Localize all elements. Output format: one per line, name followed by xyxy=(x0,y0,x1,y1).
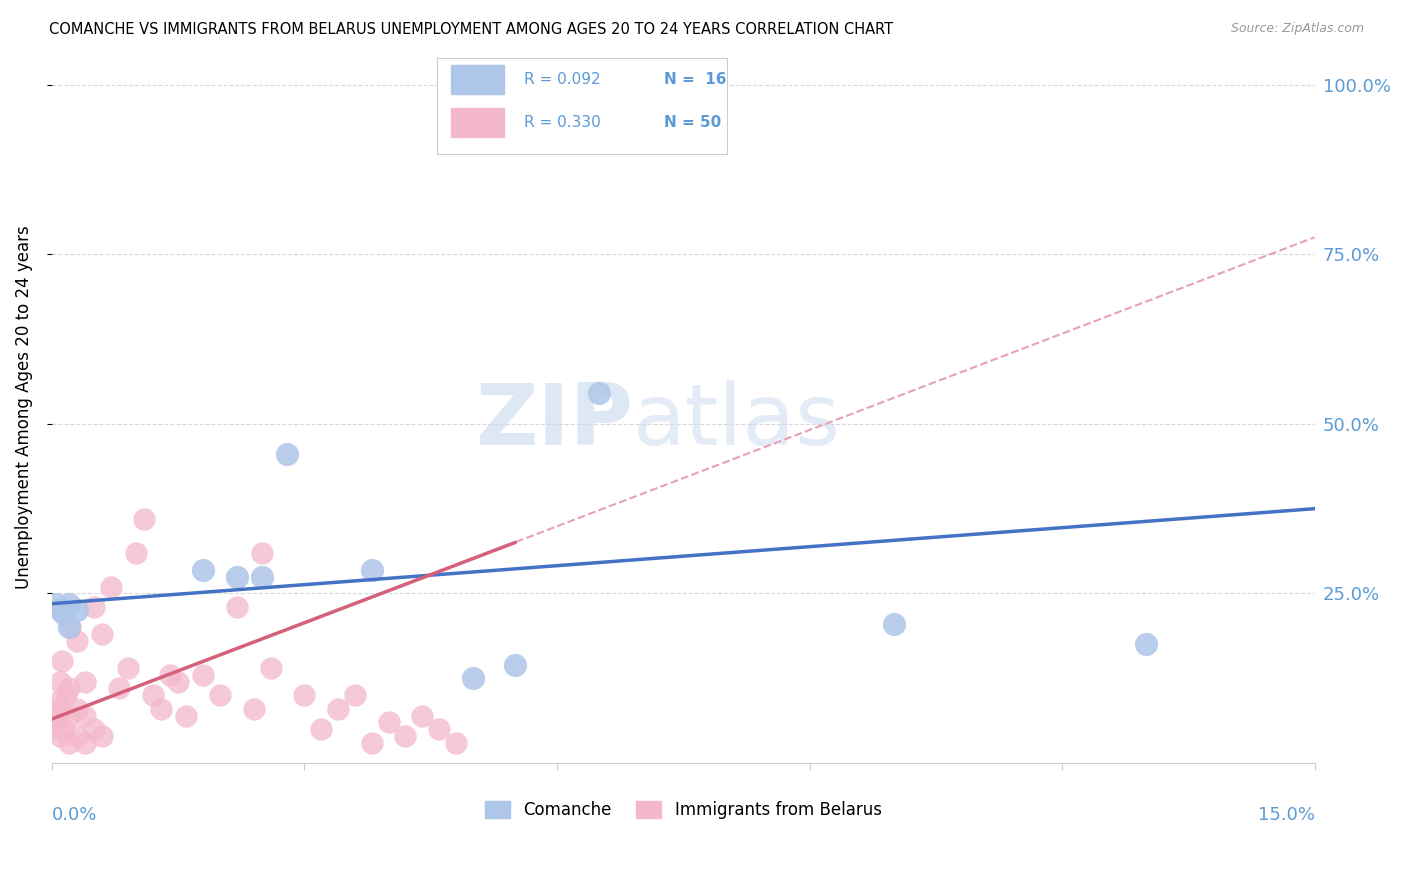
Point xyxy=(91,729,114,743)
Point xyxy=(75,708,97,723)
Point xyxy=(125,546,148,560)
Point xyxy=(44,715,66,730)
Point xyxy=(276,447,298,461)
Point xyxy=(360,563,382,577)
Point xyxy=(75,736,97,750)
Point xyxy=(58,736,80,750)
Text: COMANCHE VS IMMIGRANTS FROM BELARUS UNEMPLOYMENT AMONG AGES 20 TO 24 YEARS CORRE: COMANCHE VS IMMIGRANTS FROM BELARUS UNEM… xyxy=(49,22,893,37)
Text: atlas: atlas xyxy=(633,380,841,463)
Point xyxy=(49,674,72,689)
Point xyxy=(427,722,450,736)
Point xyxy=(377,715,399,730)
Point xyxy=(142,688,165,702)
Point xyxy=(55,688,77,702)
Point xyxy=(58,681,80,696)
Point xyxy=(260,661,283,675)
Point xyxy=(360,736,382,750)
Point xyxy=(394,729,416,743)
Point xyxy=(176,708,198,723)
Point xyxy=(48,708,70,723)
Point xyxy=(134,512,156,526)
Legend: Comanche, Immigrants from Belarus: Comanche, Immigrants from Belarus xyxy=(478,795,889,826)
Point xyxy=(252,546,274,560)
Point xyxy=(58,708,80,723)
Point xyxy=(150,702,173,716)
Point xyxy=(66,702,89,716)
Point xyxy=(292,688,315,702)
Y-axis label: Unemployment Among Ages 20 to 24 years: Unemployment Among Ages 20 to 24 years xyxy=(15,225,32,589)
Point xyxy=(108,681,131,696)
Text: 0.0%: 0.0% xyxy=(52,805,97,824)
Point xyxy=(49,729,72,743)
Point xyxy=(226,569,249,583)
Point xyxy=(49,702,72,716)
Text: 15.0%: 15.0% xyxy=(1257,805,1315,824)
Point xyxy=(51,654,73,668)
Point xyxy=(59,620,82,634)
Point xyxy=(343,688,366,702)
Point xyxy=(1135,637,1157,651)
Point xyxy=(309,722,332,736)
Point xyxy=(159,668,181,682)
Point xyxy=(444,736,467,750)
Point xyxy=(53,607,76,621)
Point xyxy=(66,634,89,648)
Point xyxy=(53,722,76,736)
Point xyxy=(45,695,67,709)
Point xyxy=(503,657,526,672)
Point xyxy=(117,661,139,675)
Point xyxy=(83,600,105,615)
Point xyxy=(252,569,274,583)
Point xyxy=(411,708,433,723)
Text: Source: ZipAtlas.com: Source: ZipAtlas.com xyxy=(1230,22,1364,36)
Point xyxy=(243,702,266,716)
Point xyxy=(100,580,122,594)
Text: ZIP: ZIP xyxy=(475,380,633,463)
Point xyxy=(209,688,232,702)
Point xyxy=(75,674,97,689)
Point xyxy=(461,671,484,685)
Point xyxy=(66,729,89,743)
Point xyxy=(193,563,215,577)
Point xyxy=(588,386,610,401)
Point xyxy=(83,722,105,736)
Point xyxy=(91,627,114,641)
Point xyxy=(49,603,72,617)
Point xyxy=(193,668,215,682)
Point xyxy=(226,600,249,615)
Point xyxy=(326,702,349,716)
Point xyxy=(45,597,67,611)
Point xyxy=(66,603,89,617)
Point xyxy=(45,722,67,736)
Point xyxy=(58,597,80,611)
Point xyxy=(58,620,80,634)
Point xyxy=(883,617,905,632)
Point xyxy=(167,674,190,689)
